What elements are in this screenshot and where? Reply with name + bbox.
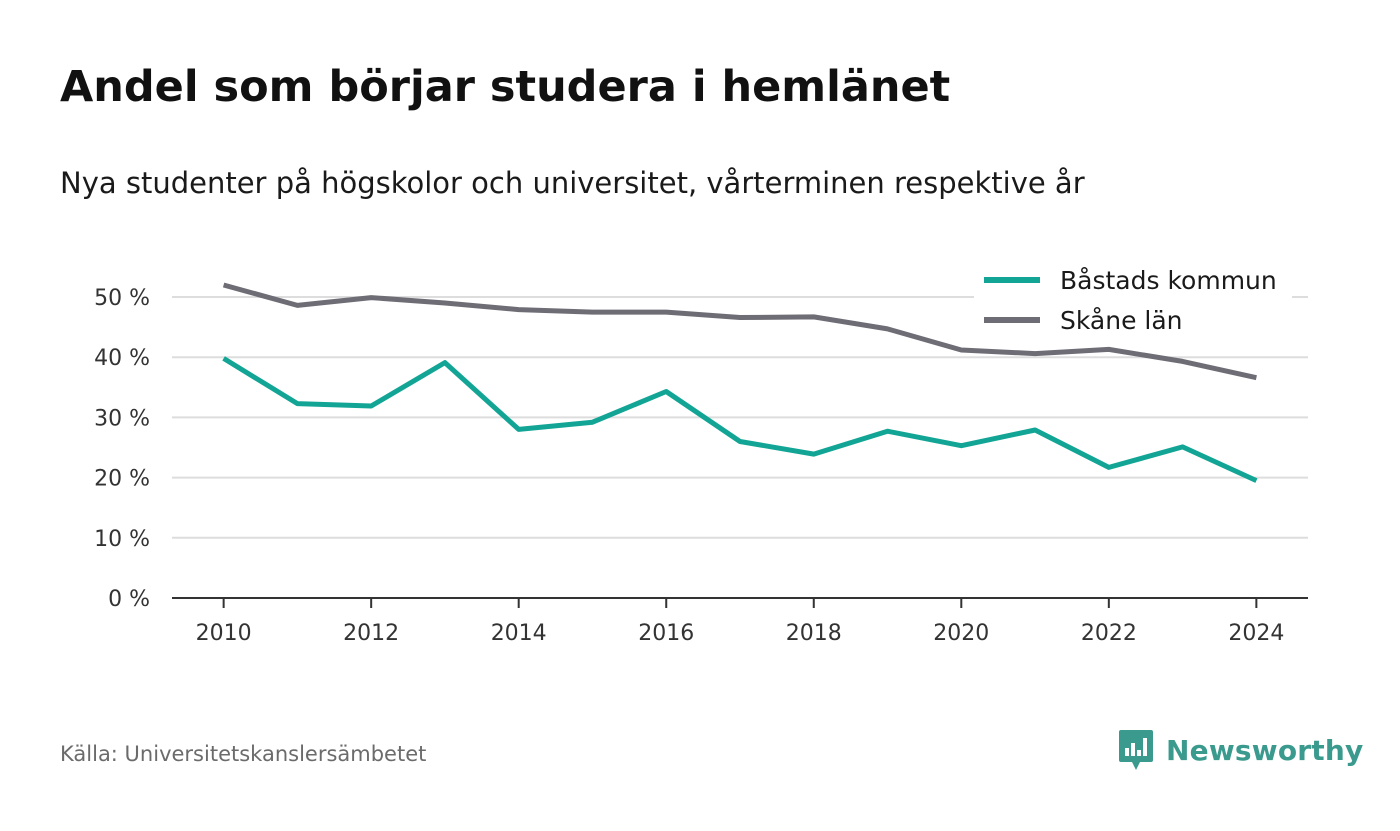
page-subtitle: Nya studenter på högskolor och universit… xyxy=(60,166,1085,200)
legend-background xyxy=(974,262,1292,346)
brand-logo: Newsworthy xyxy=(1118,728,1363,772)
series-lines xyxy=(222,282,1258,483)
x-tick-label: 2016 xyxy=(638,621,694,646)
y-tick-label: 30 % xyxy=(94,406,150,431)
series-line-1 xyxy=(222,356,1258,483)
series-line-2 xyxy=(222,282,1257,381)
brand-name: Newsworthy xyxy=(1166,733,1364,767)
x-tick-label: 2014 xyxy=(491,621,547,646)
x-tick-label: 2024 xyxy=(1228,621,1284,646)
y-tick-label: 20 % xyxy=(94,467,150,492)
y-tick-label: 10 % xyxy=(94,527,150,552)
page-title: Andel som börjar studera i hemlänet xyxy=(60,62,951,112)
bar-chart-speech-bubble-icon xyxy=(1119,730,1153,770)
x-tick-label: 2020 xyxy=(933,621,989,646)
y-tick-label: 40 % xyxy=(94,346,150,371)
x-tick-label: 2022 xyxy=(1081,621,1137,646)
y-tick-label: 0 % xyxy=(108,587,150,612)
x-tick-label: 2018 xyxy=(786,621,842,646)
x-tick-label: 2012 xyxy=(343,621,399,646)
source-note: Källa: Universitetskanslersämbetet xyxy=(60,742,427,766)
y-tick-label: 50 % xyxy=(94,286,150,311)
legend-label-2: Skåne län xyxy=(1060,306,1183,335)
x-axis xyxy=(172,597,1308,608)
x-axis-tick-labels: 2010 2012 2014 2016 2018 2020 2022 2024 xyxy=(196,621,1285,646)
legend-label-1: Båstads kommun xyxy=(1060,266,1277,295)
y-axis-tick-labels: 0 % 10 % 20 % 30 % 40 % 50 % xyxy=(94,286,150,612)
legend: Båstads kommun Skåne län xyxy=(974,262,1292,346)
x-tick-label: 2010 xyxy=(196,621,252,646)
